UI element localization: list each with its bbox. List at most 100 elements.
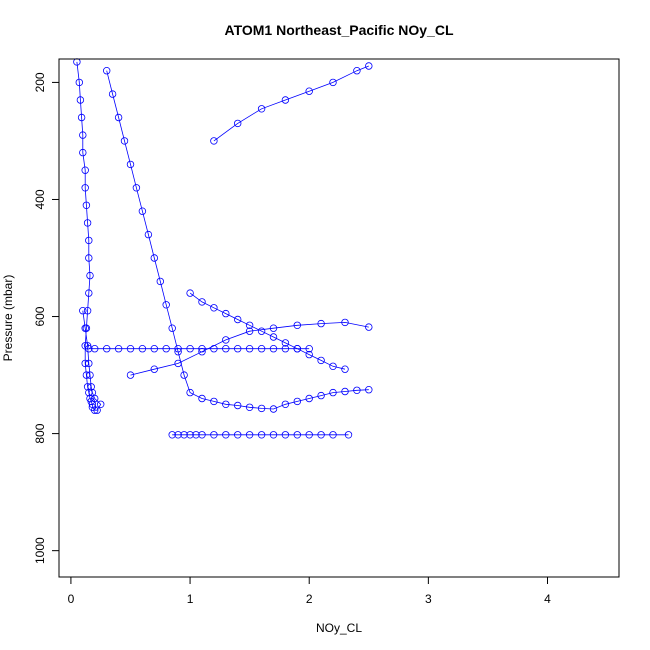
- data-point: [257, 431, 266, 439]
- data-point: [102, 345, 111, 353]
- data-point: [210, 397, 218, 406]
- data-point: [126, 345, 135, 353]
- data-point: [222, 431, 230, 439]
- data-point: [329, 78, 337, 87]
- data-point: [281, 339, 290, 347]
- data-point: [210, 137, 218, 145]
- data-point: [138, 207, 147, 215]
- x-tick-label: 3: [425, 592, 432, 606]
- data-point: [114, 113, 123, 122]
- data-point: [341, 318, 349, 327]
- x-tick-label: 2: [306, 592, 313, 606]
- data-point: [281, 400, 290, 408]
- data-point: [293, 321, 301, 329]
- data-point: [365, 323, 373, 331]
- data-point: [305, 87, 313, 95]
- data-point: [86, 371, 94, 379]
- data-point: [174, 359, 182, 368]
- data-point: [168, 324, 176, 332]
- data-point: [281, 345, 290, 353]
- data-point: [85, 236, 93, 245]
- data-point: [180, 431, 188, 439]
- data-point: [257, 105, 266, 113]
- data-point: [85, 359, 93, 368]
- data-point: [186, 345, 194, 353]
- y-tick-label: 200: [33, 72, 47, 92]
- data-point: [83, 307, 92, 315]
- data-point: [76, 96, 85, 104]
- data-point: [341, 365, 349, 373]
- data-point: [198, 298, 206, 306]
- data-point: [233, 345, 242, 353]
- series-line: [106, 70, 369, 410]
- data-point: [233, 315, 242, 324]
- data-point: [90, 406, 99, 414]
- data-point: [156, 277, 164, 286]
- data-point: [329, 388, 337, 397]
- data-point: [186, 388, 194, 397]
- data-point: [114, 345, 123, 353]
- data-point: [82, 201, 91, 209]
- data-point: [83, 219, 92, 227]
- data-point: [269, 333, 278, 341]
- data-point: [233, 401, 242, 410]
- plot-frame: [58, 58, 620, 578]
- x-tick-label: 0: [68, 592, 75, 606]
- data-point: [293, 345, 301, 353]
- data-point: [365, 62, 373, 70]
- data-point: [168, 431, 176, 439]
- data-point: [329, 431, 337, 439]
- data-point: [257, 404, 266, 413]
- data-point: [245, 327, 254, 335]
- data-layer: [73, 58, 373, 439]
- y-tick-label: 800: [33, 423, 47, 443]
- data-point: [293, 397, 301, 406]
- data-point: [138, 345, 147, 353]
- data-point: [162, 345, 170, 353]
- x-axis: 0 1 2 3 4: [68, 576, 551, 606]
- data-point: [353, 66, 361, 75]
- data-point: [233, 431, 242, 439]
- y-axis-label: Pressure (mbar): [1, 275, 15, 362]
- data-point: [245, 321, 254, 329]
- y-axis: 200 400 600 800 1000: [33, 72, 60, 564]
- data-point: [257, 345, 266, 353]
- x-tick-label: 4: [544, 592, 551, 606]
- y-tick-label: 400: [33, 189, 47, 209]
- data-point: [162, 301, 170, 309]
- data-point: [317, 319, 325, 328]
- data-point: [281, 96, 290, 104]
- data-point: [87, 383, 95, 391]
- data-point: [83, 383, 92, 391]
- data-point: [186, 289, 194, 297]
- data-point: [126, 160, 135, 169]
- data-point: [305, 345, 313, 353]
- data-point: [245, 345, 254, 353]
- data-point: [305, 431, 313, 439]
- chart-title: ATOM1 Northeast_Pacific NOy_CL: [225, 22, 454, 38]
- data-point: [233, 119, 242, 128]
- data-point: [132, 184, 141, 192]
- data-point: [222, 336, 230, 344]
- data-point: [317, 356, 325, 365]
- data-point: [281, 431, 290, 439]
- data-point: [102, 66, 111, 75]
- data-point: [192, 431, 200, 439]
- data-point: [257, 327, 266, 335]
- data-point: [126, 371, 135, 379]
- x-axis-label: NOy_CL: [316, 621, 362, 635]
- series-line: [130, 321, 369, 376]
- data-point: [88, 388, 97, 397]
- data-point: [186, 431, 194, 439]
- data-point: [341, 387, 349, 396]
- data-point: [81, 166, 89, 174]
- data-point: [353, 386, 361, 394]
- data-point: [174, 345, 182, 353]
- y-tick-label: 1000: [33, 537, 47, 564]
- data-point: [79, 148, 87, 157]
- data-point: [144, 230, 153, 239]
- data-point: [180, 371, 188, 379]
- data-point: [90, 345, 99, 353]
- data-point: [82, 371, 91, 379]
